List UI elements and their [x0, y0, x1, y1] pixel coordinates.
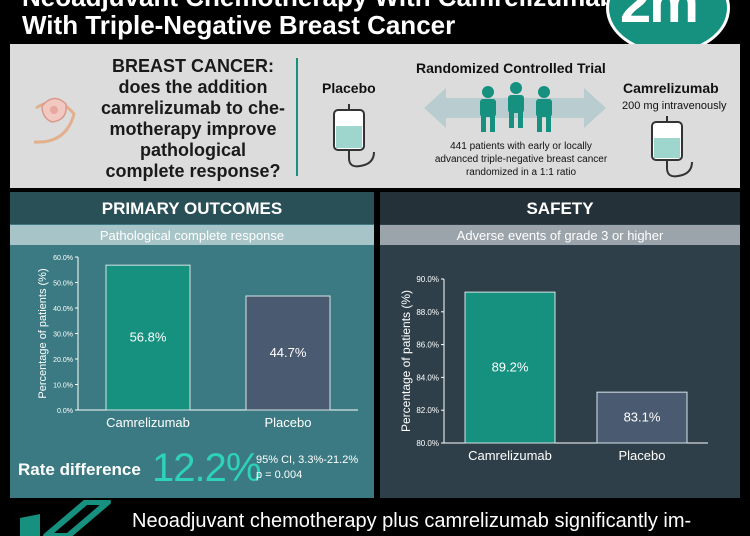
- primary-outcomes-title: PRIMARY OUTCOMES: [101, 199, 283, 218]
- bar-camrelizumab: [464, 291, 556, 444]
- y-tick-label: 50.0%: [53, 281, 73, 288]
- placebo-iv-bag-icon: [333, 104, 375, 168]
- x-tick-label: Camrelizumab: [106, 415, 190, 430]
- rate-difference-value: 12.2%: [152, 446, 261, 490]
- y-tick-label: 90.0%: [416, 275, 439, 284]
- patients-description: 441 patients with early or locally advan…: [434, 141, 608, 178]
- x-tick-label: Placebo: [619, 448, 666, 463]
- adverse-events-bar-chart: 80.0% 82.0% 84.0% 86.0% 88.0% 90.0%Percentage…: [399, 275, 708, 463]
- y-tick-label: 82.0%: [416, 406, 439, 415]
- safety-title: SAFETY: [526, 199, 594, 218]
- trial-label: Randomized Controlled Trial: [416, 60, 606, 76]
- y-axis-label: Percentage of patients (%): [37, 268, 49, 398]
- y-tick-label: 86.0%: [416, 341, 439, 350]
- camrelizumab-iv-bag-icon: [651, 116, 693, 178]
- safety-subtitle: Adverse events of grade 3 or higher: [456, 228, 664, 243]
- conclusion-bar: [0, 500, 750, 536]
- title-line-1: Neoadjuvant Chemotherapy With Camrelizum…: [22, 0, 616, 10]
- y-tick-label: 60.0%: [53, 255, 73, 262]
- bar-value-label: 56.8%: [130, 330, 167, 345]
- x-tick-label: Camrelizumab: [468, 448, 552, 463]
- y-tick-label: 30.0%: [53, 332, 73, 339]
- y-tick-label: 20.0%: [53, 357, 73, 364]
- bar-camrelizumab: [105, 264, 191, 411]
- camrelizumab-dose: 200 mg intravenously: [622, 100, 727, 112]
- bar-placebo: [596, 391, 688, 444]
- camrelizumab-arm-label: Camrelizumab: [623, 80, 719, 96]
- y-tick-label: 10.0%: [53, 383, 73, 390]
- intro-divider: [296, 58, 298, 176]
- logo-text: 2m: [620, 0, 699, 34]
- patients-randomization-icon: [424, 82, 606, 132]
- pencil-icon: [20, 500, 111, 536]
- intro-panel: [10, 44, 740, 188]
- safety-title-bar: [380, 192, 740, 224]
- rate-difference-p-value: p = 0.004: [256, 469, 303, 481]
- primary-title-bar: [10, 192, 374, 224]
- study-question: BREAST CANCER: does the addition camreli…: [100, 56, 286, 181]
- y-tick-label: 80.0%: [416, 439, 439, 448]
- x-tick-label: Placebo: [265, 415, 312, 430]
- bar-value-label: 89.2%: [492, 360, 529, 375]
- title-line-2: With Triple-Negative Breast Cancer: [22, 10, 456, 40]
- y-tick-label: 40.0%: [53, 306, 73, 313]
- pcr-bar-chart: 0.0% 10.0% 20.0% 30.0% 40.0% 50.0% 60.0% Percen…: [37, 255, 358, 430]
- bar-value-label: 83.1%: [624, 410, 661, 425]
- rate-difference-label: Rate difference: [18, 460, 141, 479]
- bar-value-label: 44.7%: [270, 345, 307, 360]
- y-axis-label: Percentage of patients (%): [399, 290, 413, 432]
- breast-cancer-ribbon-icon: [33, 97, 76, 144]
- primary-subtitle-bar: [10, 225, 374, 245]
- y-tick-label: 84.0%: [416, 373, 439, 382]
- y-tick-label: 0.0%: [57, 408, 73, 415]
- placebo-arm-label: Placebo: [322, 80, 376, 96]
- safety-subtitle-bar: [380, 225, 740, 245]
- rate-difference-ci: 95% CI, 3.3%-21.2%: [256, 454, 359, 466]
- conclusion-text: Neoadjuvant chemotherapy plus camrelizum…: [132, 510, 692, 532]
- y-tick-label: 88.0%: [416, 308, 439, 317]
- primary-outcomes-subtitle: Pathological complete response: [99, 228, 285, 243]
- bar-placebo: [245, 295, 331, 411]
